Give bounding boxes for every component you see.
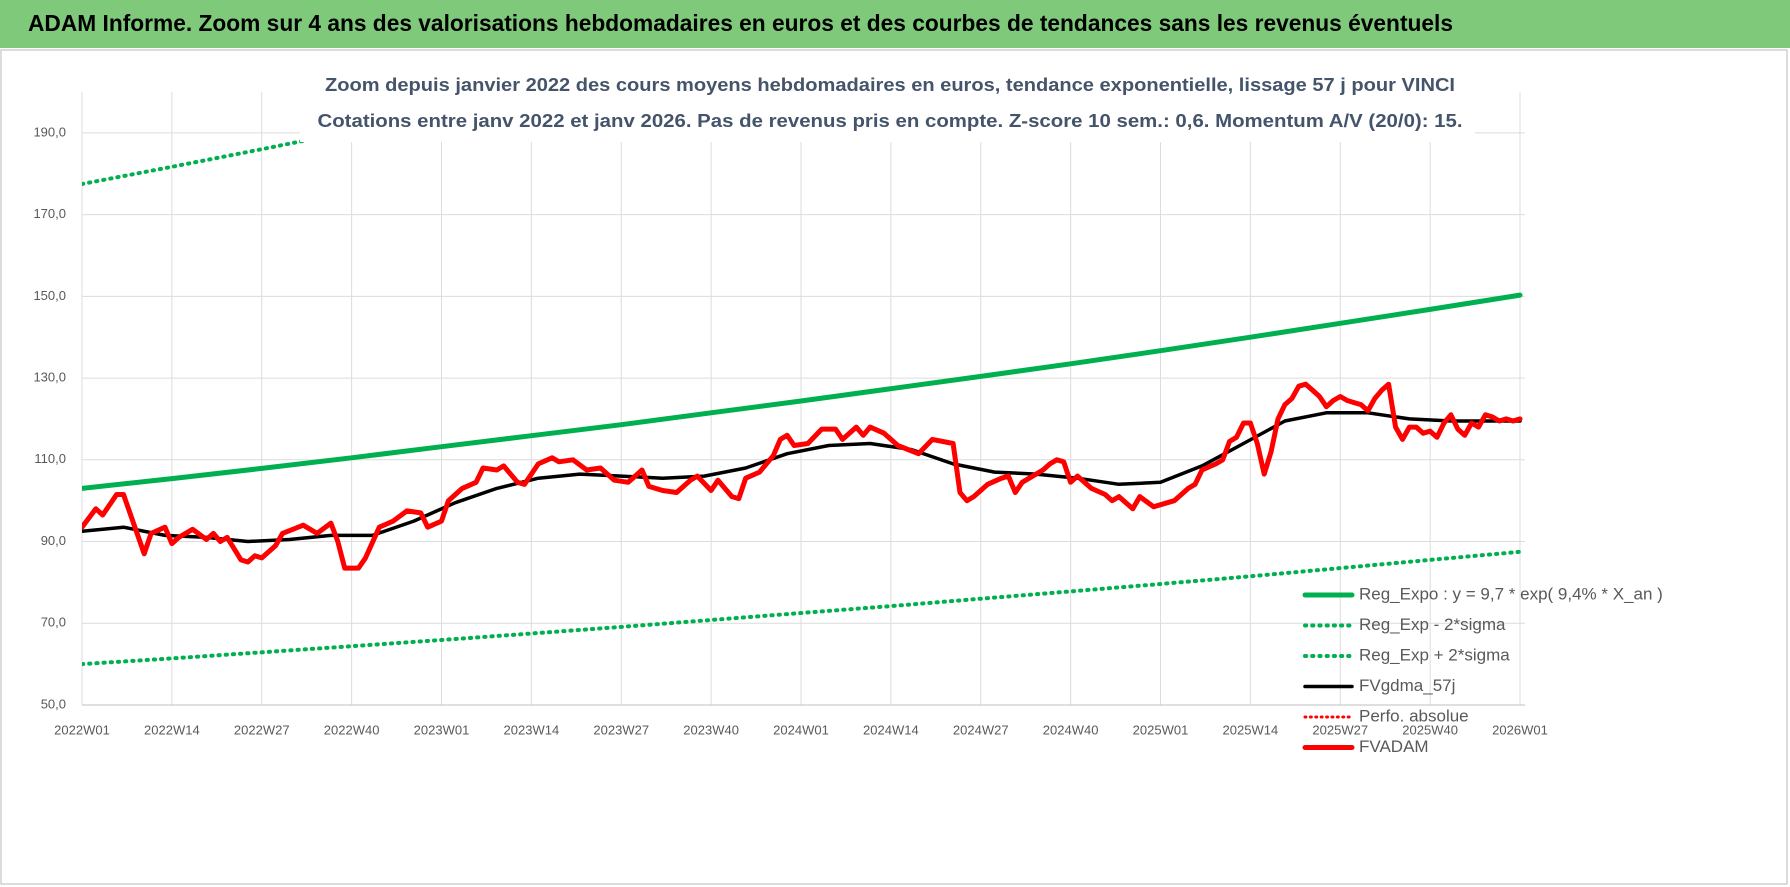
x-tick-label: 2024W27 <box>953 722 1009 737</box>
x-tick-label: 2025W14 <box>1223 722 1279 737</box>
series-line <box>82 381 1523 571</box>
chart-title: Zoom depuis janvier 2022 des cours moyen… <box>325 75 1455 95</box>
legend: Reg_Expo : y = 9,7 * exp( 9,4% * X_an ) R… <box>1302 584 1663 756</box>
series-line <box>82 292 1523 491</box>
x-tick-label: 2025W27 <box>1312 722 1368 737</box>
series-line <box>82 549 1522 667</box>
x-tick-label: 2023W01 <box>414 722 470 737</box>
legend-label: FVgdma_57j <box>1359 676 1455 695</box>
header-band <box>0 0 1790 48</box>
x-tick-label: 2023W14 <box>504 722 560 737</box>
legend-label: Reg_Expo : y = 9,7 * exp( 9,4% * X_an ) <box>1359 584 1663 603</box>
legend-label: FVADAM <box>1359 737 1429 756</box>
y-tick-label: 50,0 <box>41 696 66 711</box>
x-tick-label: 2023W40 <box>683 722 739 737</box>
chart-subtitle: Cotations entre janv 2022 et janv 2026. … <box>318 111 1463 131</box>
x-tick-label: 2022W27 <box>234 722 290 737</box>
y-tick-label: 150,0 <box>33 288 66 303</box>
x-tick-label: 2022W01 <box>54 722 110 737</box>
legend-label: Perfo. absolue <box>1359 706 1469 725</box>
header-title: ADAM Informe. Zoom sur 4 ans des valoris… <box>28 10 1453 36</box>
y-tick-label: 70,0 <box>41 615 66 630</box>
x-tick-label: 2024W01 <box>773 722 829 737</box>
title-box <box>300 66 1475 142</box>
x-tick-label: 2022W14 <box>144 722 200 737</box>
x-tick-label: 2024W14 <box>863 722 919 737</box>
x-tick-label: 2026W01 <box>1492 722 1548 737</box>
x-tick-label: 2024W40 <box>1043 722 1099 737</box>
y-tick-label: 130,0 <box>33 370 66 385</box>
legend-label: Reg_Exp + 2*sigma <box>1359 645 1510 664</box>
y-tick-label: 170,0 <box>33 206 66 221</box>
chart-border <box>0 49 1788 885</box>
x-tick-label: 2023W27 <box>593 722 649 737</box>
x-tick-label: 2025W01 <box>1133 722 1189 737</box>
x-tick-label: 2022W40 <box>324 722 380 737</box>
y-tick-label: 190,0 <box>33 124 66 139</box>
y-tick-label: 90,0 <box>41 533 66 548</box>
series-line <box>82 411 1522 544</box>
legend-label: Reg_Exp - 2*sigma <box>1359 615 1506 634</box>
y-tick-label: 110,0 <box>34 451 66 466</box>
x-tick-label: 2025W40 <box>1402 722 1458 737</box>
